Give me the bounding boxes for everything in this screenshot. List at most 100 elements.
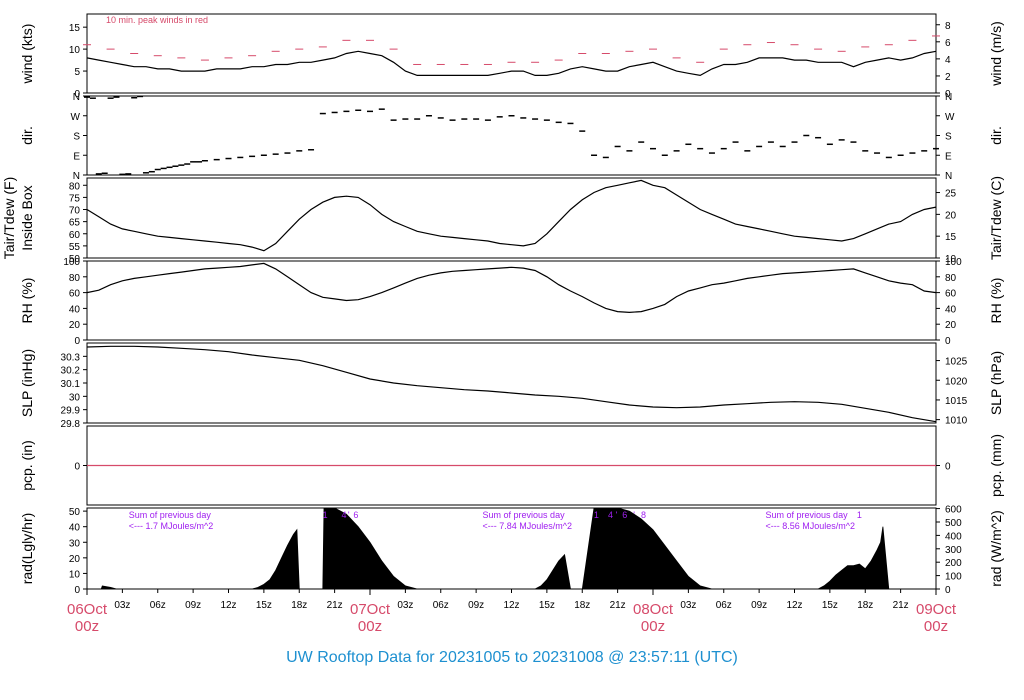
wind-ylabel-left: wind (kts)	[19, 24, 35, 85]
x-day-date: 09Oct	[916, 601, 957, 618]
temperature-tick-label: 25	[945, 189, 957, 200]
rad-tick-label: 400	[945, 531, 962, 542]
pcp-ylabel-right: pcp. (mm)	[988, 434, 1004, 497]
slp-tick-label: 30.3	[61, 352, 81, 363]
x-tick-label: 03z	[397, 600, 413, 611]
slp-tick-label: 1010	[945, 416, 968, 427]
rh-tick-label: 80	[69, 273, 81, 284]
x-tick-label: 21z	[610, 600, 626, 611]
rh-ylabel-right: RH (%)	[988, 278, 1004, 324]
x-tick-label: 06z	[433, 600, 449, 611]
rad-tick-label: 0	[74, 585, 80, 596]
rad-tick-label: 0	[945, 585, 951, 596]
slp-tick-label: 1020	[945, 376, 968, 387]
x-tick-label: 12z	[786, 600, 802, 611]
pcp-tick-label: 0	[945, 462, 951, 473]
dir-tick-label: E	[73, 151, 80, 162]
temperature-tick-label: 15	[945, 232, 957, 243]
x-tick-label: 03z	[680, 600, 696, 611]
x-tick-label: 18z	[857, 600, 873, 611]
wind-tick-label: 15	[69, 23, 81, 34]
rh-tick-label: 20	[69, 320, 81, 331]
rad-sum-annotation-title: Sum of previous day	[766, 510, 849, 520]
rh-tick-label: 40	[945, 304, 957, 315]
rh-tick-label: 80	[945, 273, 957, 284]
rad-top-mark: 1	[323, 510, 328, 520]
wind-annotation: 10 min. peak winds in red	[106, 15, 208, 25]
rad-top-mark: '	[616, 510, 618, 520]
x-tick-label: 21z	[327, 600, 343, 611]
slp-tick-label: 29.9	[61, 406, 81, 417]
dir-tick-label: N	[73, 92, 80, 103]
rh-tick-label: 100	[945, 257, 962, 268]
rh-frame	[86, 260, 937, 341]
slp-frame	[86, 342, 937, 424]
dir-tick-label: S	[73, 132, 80, 143]
rh-ylabel-left: RH (%)	[19, 278, 35, 324]
x-tick-label: 18z	[291, 600, 307, 611]
rh-tick-label: 40	[69, 304, 81, 315]
x-day-date: 07Oct	[350, 601, 391, 618]
dir-tick-label: W	[945, 112, 955, 123]
rh-tick-label: 0	[945, 336, 951, 347]
temperature-tick-label: 65	[69, 218, 81, 229]
rh-tick-label: 0	[74, 336, 80, 347]
x-day-date: 08Oct	[633, 601, 674, 618]
temperature-frame	[86, 177, 937, 259]
wind-tick-label: 4	[945, 55, 951, 66]
rh-tick-label: 60	[69, 289, 81, 300]
rad-tick-label: 20	[69, 554, 81, 565]
rad-top-mark: 4	[608, 510, 613, 520]
page-title: UW Rooftop Data for 20231005 to 20231008…	[286, 649, 738, 666]
slp-tick-label: 30.2	[61, 366, 81, 377]
rad-top-mark: 6	[353, 510, 358, 520]
x-tick-label: 06z	[716, 600, 732, 611]
temperature-tick-label: 60	[69, 230, 81, 241]
temperature-ylabel-left: Inside Box	[19, 185, 35, 250]
rad-tick-label: 500	[945, 518, 962, 529]
rad-top-mark: 1	[857, 510, 862, 520]
temperature-tick-label: 80	[69, 181, 81, 192]
rad-sum-annotation-title: Sum of previous day	[129, 510, 212, 520]
temperature-tick-label: 20	[945, 210, 957, 221]
x-day-time: 00z	[75, 618, 99, 635]
slp-ylabel-left: SLP (inHg)	[19, 349, 35, 417]
x-tick-label: 09z	[751, 600, 767, 611]
temperature-tick-label: 50	[69, 254, 81, 265]
wind-tick-label: 0	[74, 89, 80, 100]
slp-tick-label: 29.8	[61, 419, 81, 430]
x-tick-label: 09z	[185, 600, 201, 611]
x-tick-label: 12z	[220, 600, 236, 611]
rad-top-mark: '	[348, 510, 350, 520]
rad-sum-annotation-value: <--- 1.7 MJoules/m^2	[129, 521, 214, 531]
x-tick-label: 15z	[539, 600, 555, 611]
x-tick-label: 06z	[150, 600, 166, 611]
temperature-tick-label: 75	[69, 193, 81, 204]
rh-tick-label: 100	[63, 257, 80, 268]
rad-tick-label: 600	[945, 505, 962, 516]
wind-tick-label: 0	[945, 89, 951, 100]
x-day-time: 00z	[641, 618, 665, 635]
dir-tick-label: N	[73, 171, 80, 182]
rad-tick-label: 30	[69, 538, 81, 549]
x-tick-label: 15z	[822, 600, 838, 611]
rad-tick-label: 10	[69, 569, 81, 580]
slp-tick-label: 30.1	[61, 379, 81, 390]
temperature-ylabel-right: Tair/Tdew (C)	[988, 176, 1004, 260]
pcp-tick-label: 0	[74, 462, 80, 473]
dir-tick-label: N	[945, 92, 952, 103]
dir-tick-label: E	[945, 151, 952, 162]
rad-top-mark: 6	[622, 510, 627, 520]
pcp-ylabel-left: pcp. (in)	[19, 440, 35, 491]
slp-tick-label: 1025	[945, 357, 968, 368]
rad-ylabel-right: rad (W/m^2)	[988, 510, 1004, 587]
wind-tick-label: 2	[945, 72, 951, 83]
wind-tick-label: 5	[74, 67, 80, 78]
rh-series-rh	[86, 262, 937, 314]
x-tick-label: 03z	[114, 600, 130, 611]
rad-tick-label: 40	[69, 523, 81, 534]
x-day-time: 00z	[358, 618, 382, 635]
rad-top-mark: 4	[342, 510, 347, 520]
dir-ylabel-left: dir.	[19, 126, 35, 145]
